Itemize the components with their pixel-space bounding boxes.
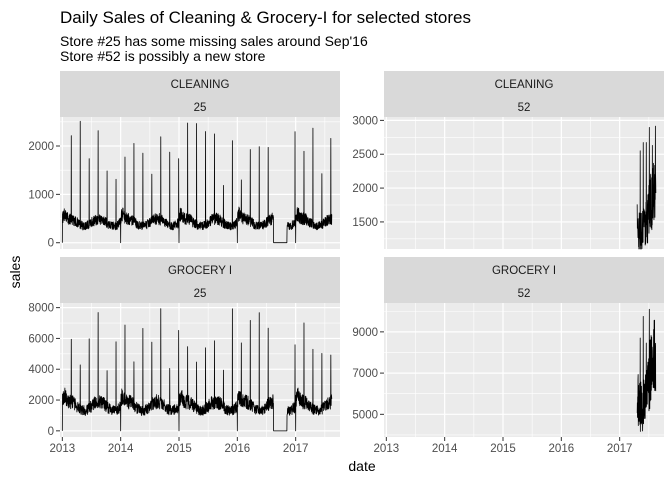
chart-title: Daily Sales of Cleaning & Grocery-I for … — [60, 8, 471, 27]
y-tick-label-cleaning-52: 2000 — [352, 183, 378, 195]
strip-label-family-grocery-i-25: GROCERY I — [168, 265, 232, 277]
panel-cleaning-25: CLEANING 25 0 1000 2000 — [28, 71, 340, 250]
strip-label-family-grocery-i-52: GROCERY I — [492, 265, 556, 277]
y-tick-label-grocery-i-52: 5000 — [352, 409, 378, 421]
y-tick-label-cleaning-52: 1500 — [352, 217, 378, 229]
strip-label-store-cleaning-52: 52 — [518, 102, 531, 114]
x-tick-label-grocery-i-52: 2014 — [432, 443, 458, 455]
strip-label-store-grocery-i-25: 25 — [194, 288, 207, 300]
panel-grocery-i-52: GROCERY I 52 2013 2014 2015 2016 2017 5000 7000 9… — [352, 257, 664, 455]
y-tick-label-grocery-i-52: 9000 — [352, 327, 378, 339]
strip-label-family-cleaning-52: CLEANING — [495, 79, 554, 91]
y-tick-label-grocery-i-25: 8000 — [28, 303, 54, 315]
sales-line-grocery-i-52 — [636, 308, 657, 432]
panel-bg-cleaning-52 — [384, 117, 664, 249]
panel-cleaning-52: CLEANING 52 1500 2000 2500 3000 — [352, 71, 664, 250]
strip-grocery-i-25 — [60, 257, 340, 303]
strip-label-store-cleaning-25: 25 — [194, 102, 207, 114]
strip-cleaning-25 — [60, 71, 340, 117]
x-tick-label-grocery-i-25: 2016 — [225, 443, 251, 455]
strip-grocery-i-52 — [384, 257, 664, 303]
y-tick-label-grocery-i-25: 0 — [48, 426, 54, 438]
x-tick-label-grocery-i-52: 2015 — [490, 443, 516, 455]
strip-label-family-cleaning-25: CLEANING — [171, 79, 230, 91]
x-tick-label-grocery-i-25: 2014 — [108, 443, 134, 455]
x-tick-label-grocery-i-52: 2013 — [374, 443, 400, 455]
sales-line-grocery-i-25 — [61, 308, 333, 432]
panel-grocery-i-25: GROCERY I 25 2013 2014 2015 2016 2017 0 2000 4000… — [28, 257, 340, 455]
x-axis-title: date — [348, 458, 375, 474]
x-tick-label-grocery-i-52: 2016 — [549, 443, 575, 455]
y-tick-label-cleaning-25: 0 — [48, 238, 54, 250]
chart-subtitle-line-2: Store #52 is possibly a new store — [60, 48, 266, 64]
strip-label-store-grocery-i-52: 52 — [518, 288, 531, 300]
x-tick-label-grocery-i-52: 2017 — [607, 443, 633, 455]
y-tick-label-grocery-i-25: 4000 — [28, 364, 54, 376]
chart-subtitle-line-1: Store #25 has some missing sales around … — [60, 33, 368, 49]
x-tick-label-grocery-i-25: 2015 — [166, 443, 192, 455]
strip-cleaning-52 — [384, 71, 664, 117]
y-tick-label-cleaning-52: 3000 — [352, 115, 378, 127]
y-tick-label-cleaning-25: 2000 — [28, 141, 54, 153]
sales-line-cleaning-25 — [61, 120, 333, 244]
panel-bg-grocery-i-52 — [384, 303, 664, 437]
y-tick-label-cleaning-52: 2500 — [352, 149, 378, 161]
y-tick-label-grocery-i-25: 2000 — [28, 395, 54, 407]
y-tick-label-grocery-i-52: 7000 — [352, 368, 378, 380]
y-tick-label-grocery-i-25: 6000 — [28, 333, 54, 345]
x-tick-label-grocery-i-25: 2017 — [283, 443, 309, 455]
facet-panels: CLEANING25010002000CLEANING5215002000250… — [28, 71, 664, 455]
y-tick-label-cleaning-25: 1000 — [28, 189, 54, 201]
y-axis-title: sales — [7, 256, 23, 289]
sales-line-cleaning-52 — [636, 125, 657, 250]
x-tick-label-grocery-i-25: 2013 — [50, 443, 76, 455]
